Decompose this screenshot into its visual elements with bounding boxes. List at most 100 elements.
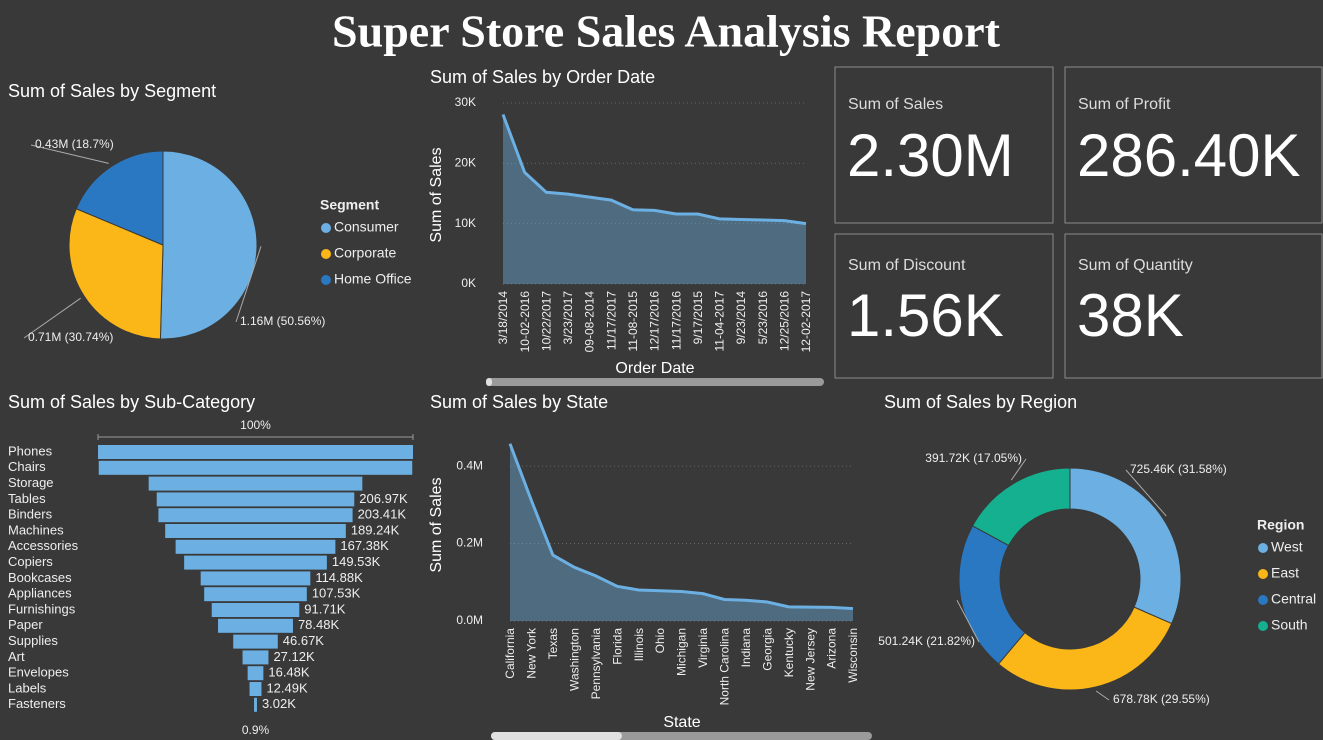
bar <box>218 618 293 633</box>
x-tick-label: 3/18/2014 <box>496 291 510 345</box>
data-label: 391.72K (17.05%) <box>925 451 1022 465</box>
data-label: 725.46K (31.58%) <box>1130 462 1227 476</box>
y-axis-label: Sum of Sales <box>428 477 445 572</box>
bar <box>204 587 307 602</box>
annotation: 0.9% <box>242 723 270 737</box>
x-tick-label: Arizona <box>825 628 839 669</box>
x-tick-label: 11-04-2017 <box>713 291 727 352</box>
bar <box>200 571 311 586</box>
x-tick-label: Kentucky <box>782 628 796 677</box>
x-tick-label: 10/22/2017 <box>539 291 553 351</box>
bar <box>249 682 262 696</box>
legend-title: Region <box>1257 517 1304 533</box>
data-label: 678.78K (29.55%) <box>1113 692 1210 706</box>
y-tick-label: 0.0M <box>456 613 483 627</box>
bar <box>175 539 336 554</box>
x-tick-label: 3/23/2017 <box>561 291 575 345</box>
category-label: Paper <box>8 617 43 632</box>
category-label: Supplies <box>8 633 58 648</box>
slice <box>75 150 164 246</box>
value-label: 16.48K <box>268 665 310 680</box>
legend-marker <box>1258 621 1268 631</box>
x-tick-label: 12/17/2016 <box>648 291 662 351</box>
chart-title: Sum of Sales by Region <box>884 392 1077 412</box>
legend-label: Home Office <box>334 271 412 287</box>
value-label: 46.67K <box>283 633 325 648</box>
card <box>834 233 1054 379</box>
bar <box>254 697 257 712</box>
value-label: 189.24K <box>351 522 400 537</box>
x-tick-label: 9/23/2014 <box>734 291 748 345</box>
bar <box>184 555 327 570</box>
category-label: Chairs <box>8 459 46 474</box>
scrollbar-thumb[interactable] <box>486 378 492 386</box>
value-label: 12.49K <box>266 680 308 695</box>
x-tick-label: Washington <box>567 628 581 691</box>
card <box>1064 66 1323 224</box>
x-tick-label: 5/23/2016 <box>756 291 770 345</box>
bar <box>156 492 355 507</box>
category-label: Art <box>8 649 25 664</box>
legend-title: Segment <box>320 197 379 213</box>
value-label: 114.88K <box>315 570 363 585</box>
category-label: Storage <box>8 475 54 490</box>
category-label: Phones <box>8 443 53 458</box>
slice <box>68 208 164 340</box>
bar <box>148 476 363 491</box>
value-label: 107.53K <box>312 586 361 601</box>
x-tick-label: Wisconsin <box>846 628 860 683</box>
y-tick-label: 0K <box>461 276 476 290</box>
category-label: Tables <box>8 491 46 506</box>
category-label: Fasteners <box>8 696 66 711</box>
legend-marker <box>1258 543 1268 553</box>
x-tick-label: Virginia <box>696 628 710 668</box>
card <box>834 66 1054 224</box>
scrollbar[interactable] <box>486 378 824 386</box>
leader-line <box>30 144 109 164</box>
leader-line <box>1010 458 1027 481</box>
slice <box>971 467 1071 547</box>
bar <box>233 634 278 649</box>
slice <box>1069 467 1182 625</box>
category-label: Bookcases <box>8 570 72 585</box>
leader-line <box>1095 690 1110 701</box>
x-tick-label: Michigan <box>675 628 689 676</box>
card-value: 1.56K <box>847 282 1004 349</box>
x-tick-label: 12/25/2016 <box>778 291 792 351</box>
x-tick-label: 11/17/2016 <box>669 291 683 350</box>
x-axis-label: Order Date <box>615 360 694 377</box>
bar <box>158 508 353 523</box>
data-label: 501.24K (21.82%) <box>878 634 975 648</box>
slice <box>997 606 1173 691</box>
value-label: 203.41K <box>358 507 407 522</box>
y-tick-label: 10K <box>455 216 476 230</box>
leader-line <box>235 246 262 323</box>
scrollbar-thumb[interactable] <box>491 732 622 740</box>
x-tick-label: 11-08-2015 <box>626 291 640 352</box>
x-tick-label: Georgia <box>760 628 774 671</box>
value-label: 78.48K <box>298 617 340 632</box>
x-tick-label: Ohio <box>653 628 667 654</box>
chart-title: Sum of Sales by Segment <box>8 81 216 101</box>
legend-label: East <box>1271 565 1299 581</box>
chart-title: Sum of Sales by State <box>430 392 608 412</box>
report-title: Super Store Sales Analysis Report <box>332 6 1001 57</box>
x-tick-label: 10-02-2016 <box>518 291 532 353</box>
leader-line <box>956 600 980 643</box>
category-label: Appliances <box>8 586 72 601</box>
card-label: Sum of Discount <box>848 257 966 274</box>
data-label: 0.43M (18.7%) <box>35 137 114 151</box>
category-label: Binders <box>8 507 53 522</box>
line <box>508 443 854 611</box>
value-label: 91.71K <box>304 601 346 616</box>
bar <box>98 445 413 459</box>
card-label: Sum of Quantity <box>1078 257 1193 274</box>
x-tick-label: Indiana <box>739 628 753 668</box>
value-label: 27.12K <box>273 649 315 664</box>
legend-marker <box>321 249 331 259</box>
legend-marker <box>1258 595 1268 605</box>
legend-label: Consumer <box>334 219 399 235</box>
data-label: 0.71M (30.74%) <box>28 330 113 344</box>
x-tick-label: New Jersey <box>803 628 817 691</box>
